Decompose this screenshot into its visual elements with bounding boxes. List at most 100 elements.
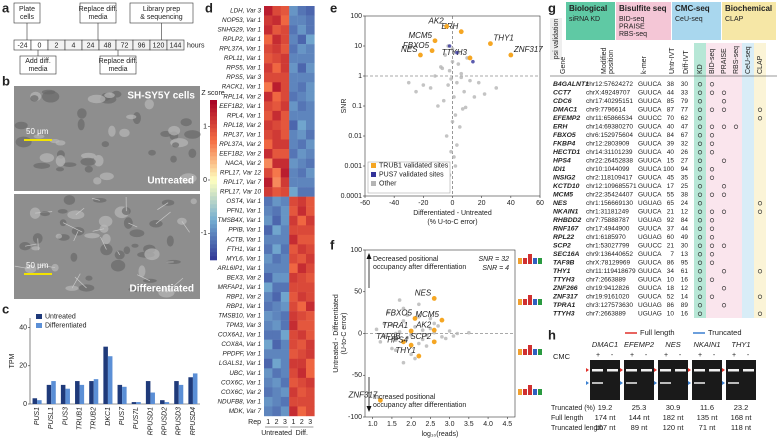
heatmap-cell: [280, 34, 290, 45]
point: [457, 125, 462, 129]
point: [431, 327, 437, 333]
band: [626, 369, 637, 372]
kmer: GUUCA: [638, 285, 662, 292]
x-tick-label: TRUB2: [91, 407, 98, 430]
point: [463, 105, 468, 110]
heatmap-cell: [280, 320, 290, 331]
validation-mark: [709, 167, 715, 172]
heatmap-cell: [297, 339, 307, 350]
heatmap-cell: [272, 358, 281, 369]
timeline-tick: 48: [104, 42, 112, 49]
colorbar-step: [210, 140, 217, 145]
heatmap-cell: [264, 158, 273, 169]
colorbar-step: [210, 120, 217, 125]
timeline-label: media: [108, 66, 127, 73]
untr-ivt: 38: [667, 81, 675, 88]
neurite: [62, 222, 83, 233]
cell: [49, 138, 60, 144]
colorbar-step: [210, 104, 217, 109]
heatmap-cell: [280, 72, 290, 83]
panel-letter: e: [330, 0, 337, 15]
gel-gene: DMAC1: [592, 340, 618, 349]
point: [397, 330, 402, 334]
heatmap-cell: [297, 149, 307, 159]
heatmap-cell: [297, 292, 307, 302]
kmer: UGUAG: [638, 302, 662, 309]
heatmap-cell: [289, 349, 298, 359]
logo-glyph: [538, 258, 542, 264]
x-tick-label: 20: [478, 200, 486, 207]
colorbar-step: [210, 240, 217, 245]
heatmap-cell: [297, 34, 307, 45]
heatmap-cell: [264, 311, 273, 321]
validation-mark: [697, 133, 703, 138]
group-title: Bisulfite seq: [619, 4, 667, 13]
y-tick-label: 0.1: [352, 103, 362, 110]
column-label: 3: [308, 419, 312, 426]
row-label: COX6C, Var 2: [221, 389, 262, 396]
column-band: [742, 43, 754, 318]
scale-bar-label: 50 μm: [26, 127, 49, 136]
position: chr7:2663889: [586, 276, 626, 283]
timeline-tick: 4: [72, 42, 76, 49]
untr-ivt: 55: [667, 191, 675, 198]
validation-mark: [721, 90, 727, 95]
point-label: MCM5: [408, 31, 432, 40]
heatmap-cell: [272, 149, 281, 159]
kmer: GUUCA: [638, 149, 662, 156]
timeline-label: cells: [20, 14, 35, 21]
untr-ivt: 10: [667, 310, 675, 317]
x-tick-label: 4.5: [502, 421, 512, 428]
cell: [93, 197, 107, 203]
heatmap-cell: [272, 91, 281, 102]
cell: [14, 121, 28, 130]
bar: [103, 346, 108, 404]
kmer: UGUAG: [638, 217, 662, 224]
group-label: Untreated: [261, 430, 292, 437]
neurite: [155, 211, 171, 225]
panel-letter: b: [2, 73, 10, 88]
x-tick-label: 60: [536, 200, 544, 207]
heatmap-cell: [280, 396, 290, 407]
heatmap-cell: [264, 339, 273, 350]
micrograph-title: SH-SY5Y cells: [127, 91, 195, 102]
validation-mark: [697, 184, 703, 189]
diff-ivt: 67: [681, 132, 689, 139]
row-label: RPL18, Var 2: [223, 122, 261, 129]
validation-mark: [697, 294, 703, 299]
diff-ivt: 35: [681, 174, 689, 181]
gel-gene: NES: [665, 340, 680, 349]
neurite: [117, 251, 120, 256]
trunc-arrow: [586, 381, 589, 385]
y-tick-label: -100: [348, 414, 362, 421]
position: chr1:6185970: [586, 234, 626, 241]
validation-mark: [757, 294, 763, 299]
heatmap-cell: [297, 120, 307, 131]
cell: [190, 198, 197, 205]
point: [412, 316, 418, 321]
colorbar-tick-label: 0: [203, 177, 207, 184]
legend-label: TRUB1 validated sites: [379, 162, 449, 169]
cell: [40, 211, 51, 217]
point-label: AK2: [415, 320, 432, 329]
full-length: 174 nt: [595, 413, 617, 422]
heatmap-cell: [280, 53, 290, 64]
bar: [51, 381, 56, 404]
position: chr7:75888787: [586, 217, 630, 224]
x-tick-label: -60: [360, 200, 370, 207]
point: [444, 24, 450, 29]
colorbar-tick-label: -1: [201, 230, 207, 237]
heatmap-cell: [264, 44, 273, 54]
heatmap-cell: [306, 387, 315, 398]
validation-mark: [697, 269, 703, 274]
row-label: BEX3, Var 2: [227, 274, 262, 281]
colorbar-step: [210, 256, 217, 261]
cell: [33, 162, 51, 169]
logo-glyph: [523, 258, 527, 264]
point: [433, 74, 437, 78]
untr-ivt: 40: [667, 149, 675, 156]
heatmap-cell: [297, 177, 307, 188]
method-box: [722, 2, 776, 40]
heatmap-cell: [264, 320, 273, 331]
point-label: SCP2: [410, 332, 431, 341]
